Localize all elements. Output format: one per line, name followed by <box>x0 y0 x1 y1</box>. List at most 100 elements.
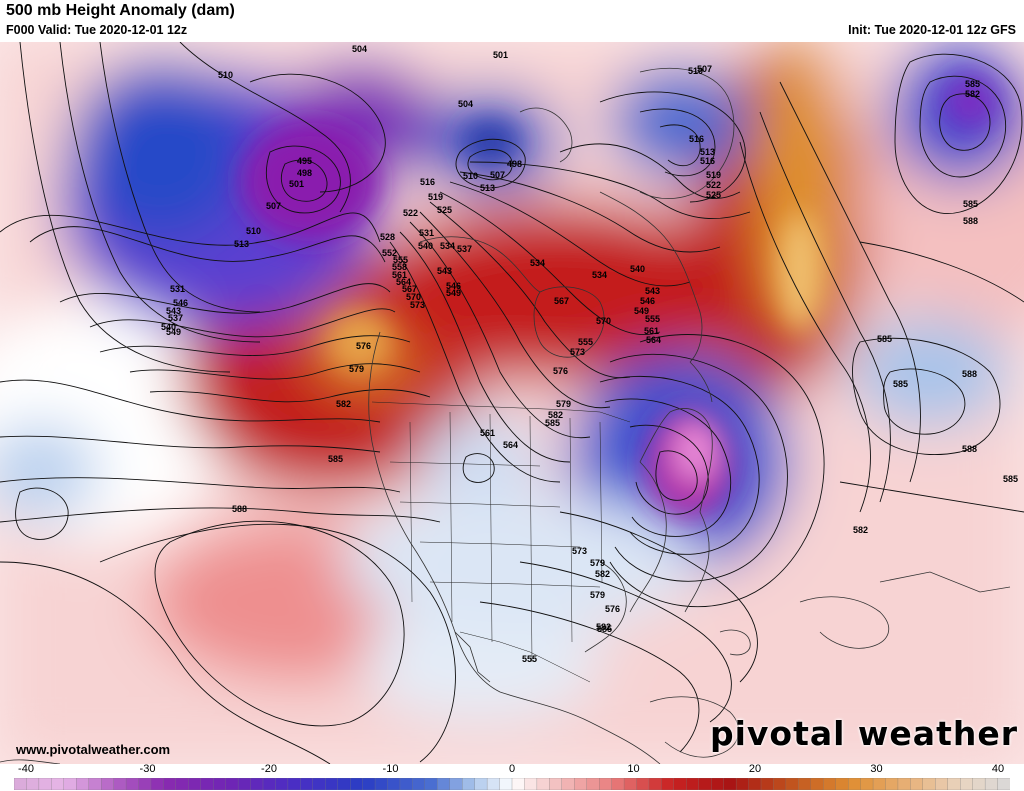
colorbar-bin <box>760 778 775 790</box>
colorbar-bin <box>412 778 426 790</box>
colorbar-bin <box>773 778 787 790</box>
colorbar-tick-label: 30 <box>870 763 883 775</box>
contour-label: 507 <box>697 64 712 74</box>
contour-label: 558 <box>392 262 407 272</box>
contour-label: 576 <box>553 366 568 376</box>
contour-label: 501 <box>289 179 304 189</box>
colorbar-bin <box>163 778 177 790</box>
colorbar-bin <box>362 778 376 790</box>
contour-label: 513 <box>480 183 495 193</box>
colorbar-bin <box>524 778 538 790</box>
contour-label: 579 <box>349 364 364 374</box>
colorbar-bin <box>599 778 613 790</box>
contour-label: 543 <box>437 266 452 276</box>
contour-label: 546 <box>446 281 461 291</box>
contour-label: 540 <box>418 241 433 251</box>
colorbar-bin <box>101 778 115 790</box>
contour-label: 510 <box>246 226 261 236</box>
colorbar-bin <box>175 778 190 790</box>
website-url[interactable]: www.pivotalweather.com <box>16 742 171 757</box>
contour-label: 540 <box>630 264 645 274</box>
colorbar-bin <box>922 778 937 790</box>
colorbar-bin <box>200 778 214 790</box>
colorbar-tick-label: 40 <box>991 763 1005 775</box>
colorbar-bin <box>549 778 563 790</box>
contour-label: 582 <box>965 89 980 99</box>
colorbar-bin <box>312 778 326 790</box>
colorbar-bin <box>960 778 974 790</box>
contour-label: 570 <box>596 316 611 326</box>
colorbar-bin <box>748 778 762 790</box>
colorbar-bin <box>387 778 401 790</box>
colorbar-bin <box>785 778 800 790</box>
contour-label: 534 <box>530 258 545 268</box>
contour-label: 570 <box>406 292 421 302</box>
contour-label: 504 <box>458 99 473 109</box>
colorbar-bin <box>225 778 239 790</box>
colorbar-bin <box>399 778 414 790</box>
contour-label: 510 <box>463 171 478 181</box>
init-time: Init: Tue 2020-12-01 12z GFS <box>848 23 1016 37</box>
contour-label: 585 <box>545 418 560 428</box>
colorbar-bin <box>287 778 302 790</box>
contour-label: 546 <box>173 298 188 308</box>
colorbar-bin <box>661 778 675 790</box>
contour-label: 564 <box>396 277 411 287</box>
colorbar-bin <box>574 778 588 790</box>
contour-label: 507 <box>490 170 505 180</box>
colorbar-bin <box>798 778 812 790</box>
colorbar-bin <box>76 778 90 790</box>
colorbar-bin <box>113 778 127 790</box>
contour-label: 573 <box>410 300 425 310</box>
contour-label: 585 <box>965 79 980 89</box>
colorbar-bin <box>486 778 501 790</box>
contour-label: 561 <box>644 326 659 336</box>
colorbar-bin <box>848 778 862 790</box>
contour-label: 579 <box>590 590 605 600</box>
colorbar-bin <box>586 778 600 790</box>
colorbar-bin <box>984 778 999 790</box>
contour-labels: 5045105015045105075165135165195225254954… <box>161 44 1018 664</box>
contour-label: 495 <box>297 156 312 166</box>
contour-label: 513 <box>234 239 249 249</box>
colorbar-tick-label: -40 <box>18 763 34 775</box>
map-title: 500 mb Height Anomaly (dam) <box>6 2 235 19</box>
contour-label: 561 <box>480 428 495 438</box>
contour-label: 516 <box>420 177 435 187</box>
colorbar-bin <box>536 778 551 790</box>
colorbar-ticks: -40 -30 -20 -10 0 10 20 30 40 <box>0 763 1024 777</box>
contour-label: 498 <box>507 159 522 169</box>
contour-label: 501 <box>493 50 508 60</box>
coastlines <box>0 67 1011 764</box>
colorbar-bin <box>611 778 625 790</box>
contour-label: 498 <box>297 168 312 178</box>
contour-label: 513 <box>700 147 715 157</box>
contour-label: 546 <box>640 296 655 306</box>
colorbar-tick-label: 0 <box>508 763 516 775</box>
colorbar-bin <box>300 778 314 790</box>
colorbar-bin <box>88 778 102 790</box>
contour-label: 555 <box>645 314 660 324</box>
colorbar-bin <box>26 778 40 790</box>
contour-label: 567 <box>554 296 569 306</box>
contour-label: 555 <box>578 337 593 347</box>
contour-label: 582 <box>595 569 610 579</box>
contour-label: 555 <box>522 654 537 664</box>
contour-label: 543 <box>166 306 181 316</box>
contour-label: 585 <box>963 199 978 209</box>
contour-label: 534 <box>592 270 607 280</box>
contour-label: 585 <box>1003 474 1018 484</box>
colorbar-bin <box>462 778 476 790</box>
contour-label: 585 <box>597 624 612 634</box>
contour-label: 588 <box>963 216 978 226</box>
contour-label: 537 <box>168 313 183 323</box>
colorbar-tick-label: -20 <box>261 763 277 775</box>
colorbar-bin <box>947 778 961 790</box>
contour-label: 510 <box>688 66 703 76</box>
valid-time: F000 Valid: Tue 2020-12-01 12z <box>6 23 188 37</box>
contour-label: 582 <box>596 622 611 632</box>
contour-label: 585 <box>893 379 908 389</box>
colorbar-bin <box>935 778 949 790</box>
colorbar-bin <box>735 778 750 790</box>
colorbar-bin <box>125 778 140 790</box>
